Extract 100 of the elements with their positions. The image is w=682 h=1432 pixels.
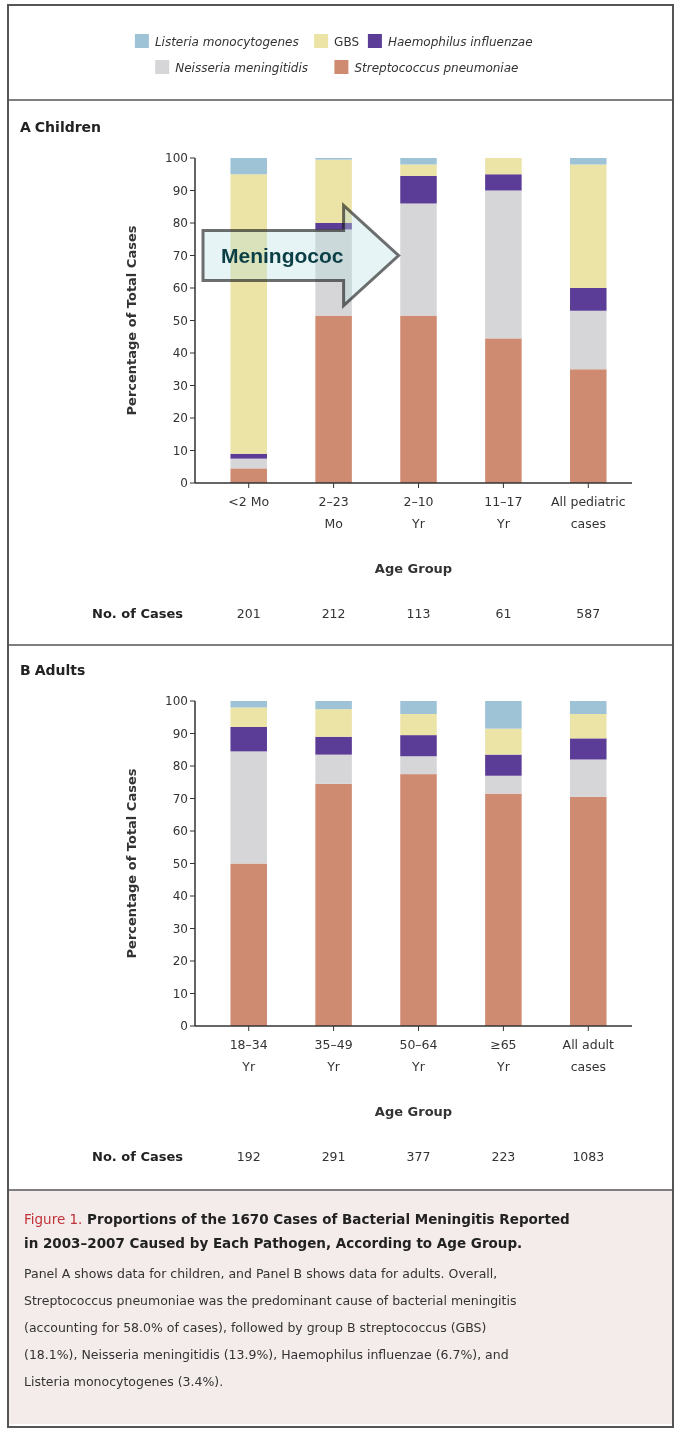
bar	[400, 774, 437, 1026]
bar	[315, 315, 352, 483]
bar	[230, 863, 267, 1026]
y-tick-label: 90	[172, 183, 188, 198]
bar	[485, 338, 522, 483]
y-tick-label: 90	[172, 726, 188, 741]
x-tick-label: All pediatric cases	[551, 494, 626, 531]
bar	[315, 736, 352, 755]
text: Figure 1. Proportions of the 1670 Cases of Bacterial Meningitis Reported in 2003–2007 Caused by Each Pathogen, According to Age Group.	[24, 1211, 570, 1251]
text: 113	[406, 606, 431, 621]
bar	[485, 158, 522, 175]
bar	[315, 159, 352, 223]
y-tick-label: 30	[172, 378, 188, 393]
bar	[230, 458, 267, 469]
y-tick-label: 70	[172, 791, 188, 806]
bar	[230, 701, 267, 708]
y-tick-label: 10	[172, 986, 188, 1001]
text: 223	[491, 1149, 516, 1164]
y-tick-label: 0	[180, 1019, 188, 1034]
x-tick-label: 11–17 Yr	[484, 494, 523, 531]
text: B Adults	[20, 662, 86, 678]
bar	[400, 701, 437, 714]
legend-label: GBS	[334, 35, 360, 49]
y-tick-label: 100	[165, 694, 188, 709]
bar	[400, 735, 437, 757]
bar	[570, 310, 607, 370]
legend-label: Streptococcus pneumoniae	[354, 61, 519, 75]
bar	[400, 756, 437, 775]
y-tick-label: 60	[172, 824, 188, 839]
bar	[485, 701, 522, 729]
y-tick-label: 70	[172, 248, 188, 263]
y-tick-label: 0	[180, 476, 188, 491]
bar	[485, 728, 522, 755]
y-tick-label: 100	[165, 151, 188, 166]
x-axis-title: Age Group	[374, 561, 453, 576]
bar	[485, 793, 522, 1026]
bar	[485, 190, 522, 339]
bar	[315, 783, 352, 1026]
text: 212	[321, 606, 346, 621]
x-axis-title: Age Group	[374, 1104, 453, 1119]
text: 291	[321, 1149, 346, 1164]
bar	[315, 223, 352, 230]
bar	[230, 158, 267, 175]
text: 61	[495, 606, 512, 621]
bar	[230, 453, 267, 459]
bar	[485, 775, 522, 794]
y-tick-label: 20	[172, 954, 188, 969]
bar	[570, 164, 607, 288]
bar	[570, 701, 607, 714]
bar	[400, 175, 437, 204]
y-tick-label: 30	[172, 921, 188, 936]
x-tick-label: 50–64 Yr	[399, 1037, 438, 1074]
legend-label: Neisseria meningitidis	[175, 61, 309, 75]
y-tick-label: 10	[172, 443, 188, 458]
bar	[230, 468, 267, 483]
text: 1083	[572, 1149, 605, 1164]
bar	[570, 369, 607, 483]
text: No. of Cases	[92, 606, 184, 621]
text: 192	[236, 1149, 261, 1164]
y-tick-label: 40	[172, 889, 188, 904]
text: A Children	[20, 119, 102, 135]
text: No. of Cases	[92, 1149, 184, 1164]
bar	[230, 751, 267, 864]
x-tick-label: ≥65 Yr	[490, 1037, 517, 1074]
y-tick-label: 50	[172, 856, 188, 871]
bar	[400, 164, 437, 176]
text: 377	[406, 1149, 431, 1164]
y-tick-label: 20	[172, 411, 188, 426]
bar	[315, 701, 352, 710]
legend-label: Listeria monocytogenes	[154, 35, 299, 49]
annotation: Meningococ	[221, 243, 344, 267]
bar	[315, 754, 352, 784]
bar	[400, 714, 437, 736]
bar	[570, 796, 607, 1026]
x-tick-label: 2–23 Mo	[318, 494, 349, 531]
bar	[230, 707, 267, 727]
bar	[230, 727, 267, 752]
bar	[570, 158, 607, 165]
bar	[400, 203, 437, 316]
y-tick-label: 80	[172, 216, 188, 231]
x-tick-label: 2–10 Yr	[403, 494, 434, 531]
text: 201	[236, 606, 261, 621]
bar	[570, 714, 607, 739]
y-tick-label: 80	[172, 759, 188, 774]
x-tick-label: 35–49 Yr	[314, 1037, 353, 1074]
y-axis-title: Percentage of Total Cases	[124, 225, 139, 416]
bar	[400, 158, 437, 165]
bar	[570, 759, 607, 797]
bar	[570, 738, 607, 760]
y-tick-label: 40	[172, 346, 188, 361]
text: 587	[576, 606, 601, 621]
y-tick-label: 50	[172, 313, 188, 328]
x-tick-label: <2 Mo	[228, 494, 270, 509]
bar	[315, 709, 352, 737]
bar	[400, 315, 437, 483]
y-axis-title: Percentage of Total Cases	[124, 768, 139, 959]
bar	[485, 174, 522, 191]
bar	[570, 288, 607, 311]
text: Panel A shows data for children, and Panel B shows data for adults. Overall, Streptococcus pneumoniae was the predominant cause of bacterial meningitis (accounting for 58.0% of cases), followed by group B streptococcus (GBS) (18.1%), Neisseria meningitidis (13.9%), Haemophilus influenzae (6.7%), and Listeria monocytogenes (3.4%).	[24, 1266, 517, 1389]
bar	[485, 754, 522, 776]
